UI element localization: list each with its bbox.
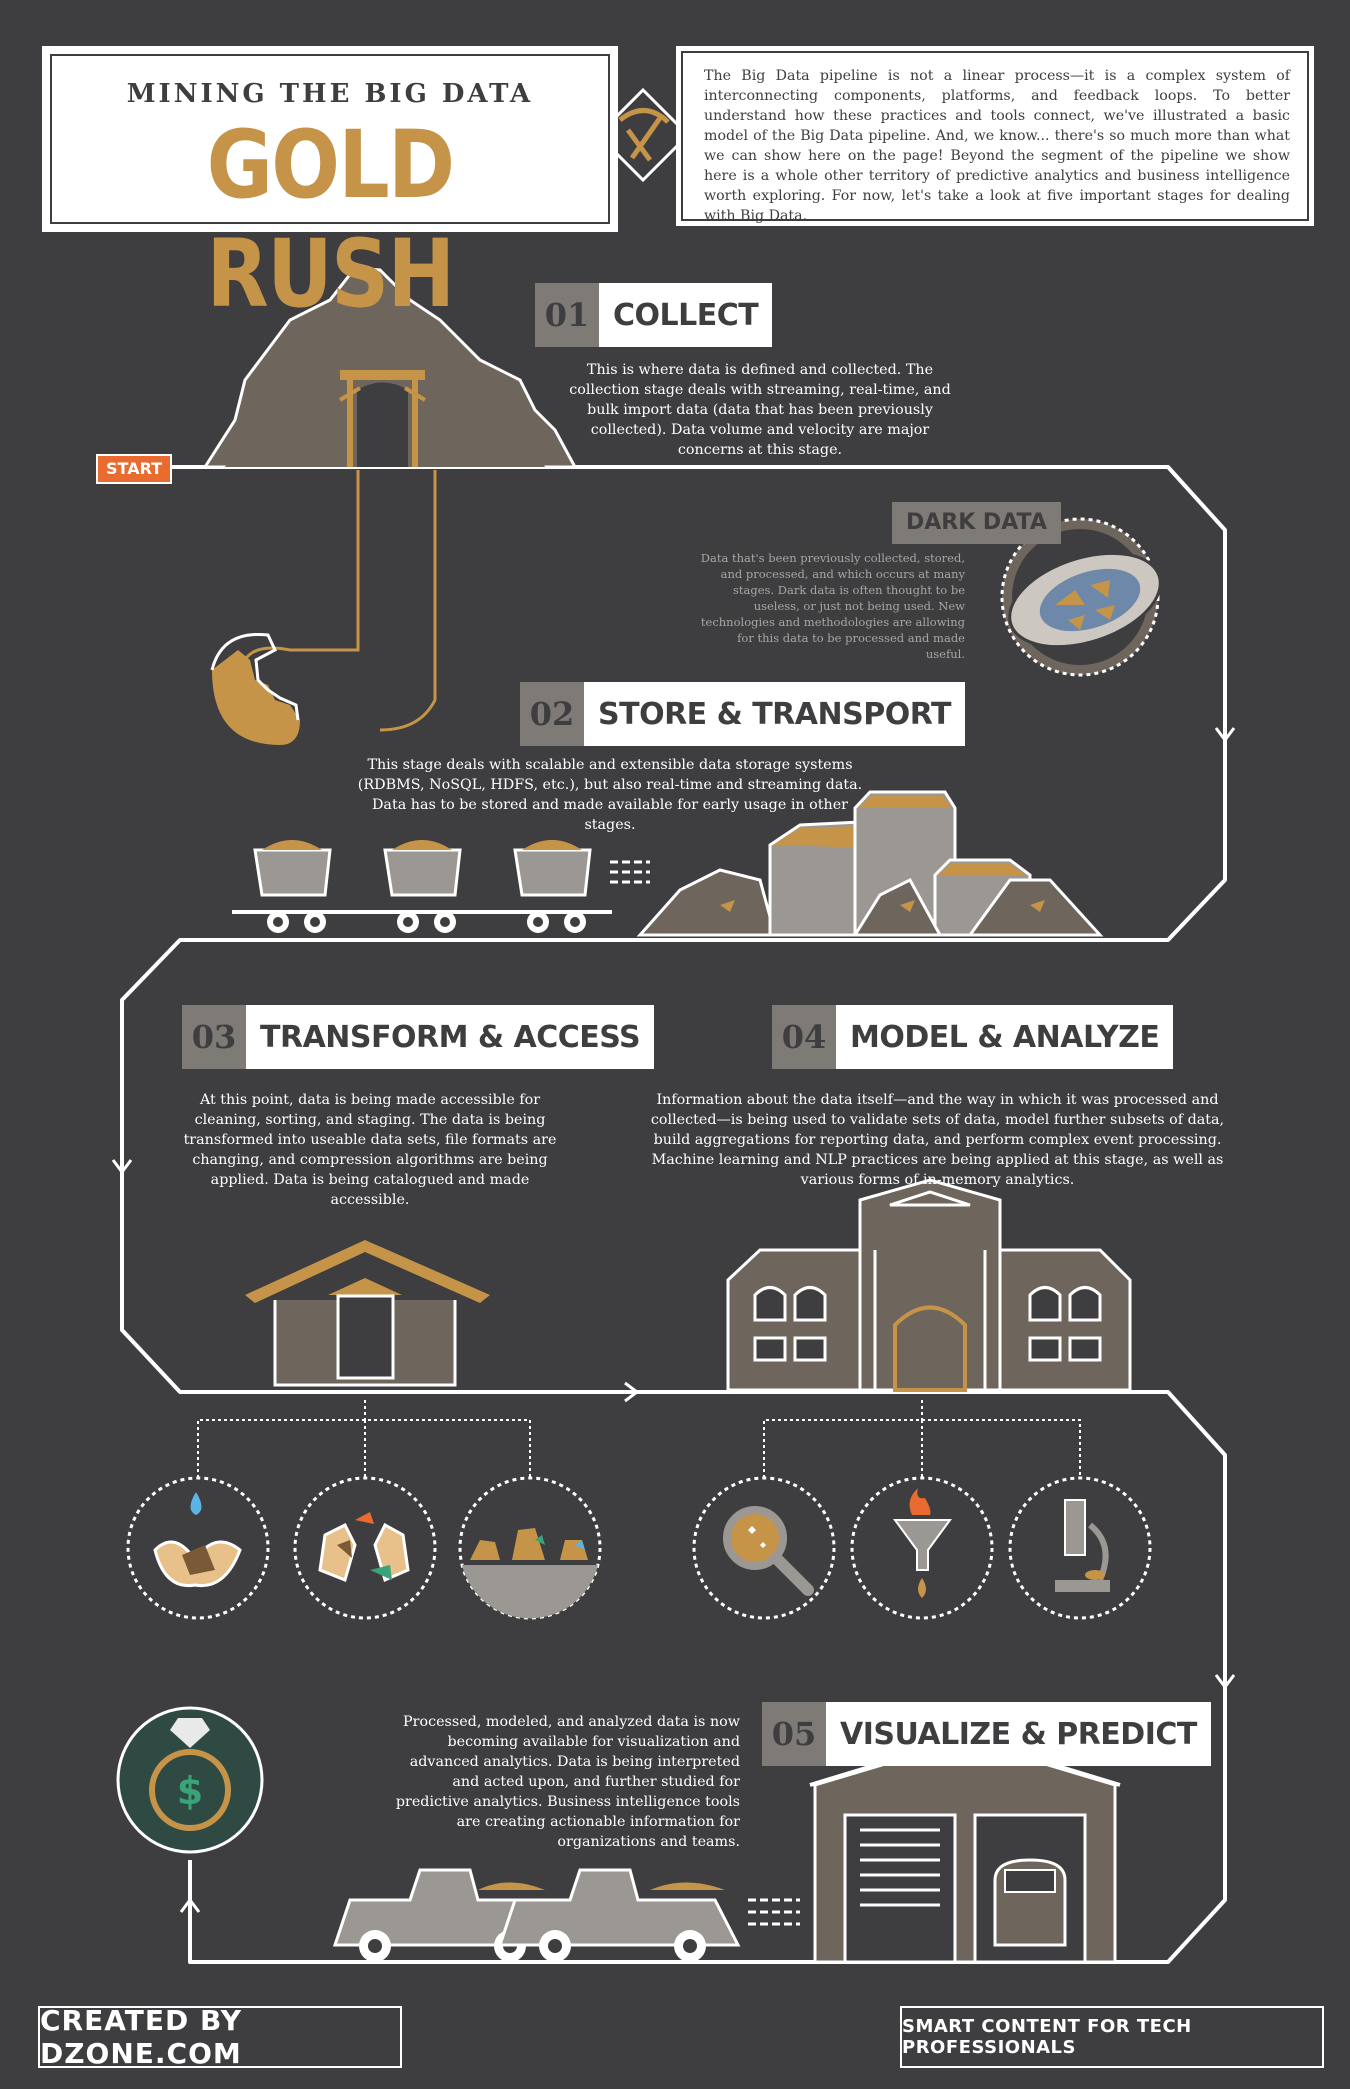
stage-04-description: Information about the data itself—and th…: [650, 1092, 1225, 1188]
stage-01-description: This is where data is defined and collec…: [569, 362, 951, 458]
stage-04-header: 04 MODEL & ANALYZE: [772, 1005, 1174, 1069]
shed-icon: [245, 1240, 490, 1387]
tool-connectors: [197, 1400, 1081, 1490]
stage-number: 02: [520, 682, 584, 746]
pipeline-arrows: [111, 727, 1236, 1913]
stage-number: 05: [762, 1702, 826, 1766]
stage-05-description: Processed, modeled, and analyzed data is…: [395, 1714, 740, 1850]
sorting-hands-icon: [293, 1476, 437, 1620]
bank-building-icon: [726, 1178, 1132, 1392]
gold-ring-icon: $: [116, 1706, 264, 1854]
title-banner: MINING THE BIG DATA GOLD RUSH: [42, 46, 618, 329]
footer-tagline: SMART CONTENT FOR TECH PROFESSIONALS: [900, 2006, 1324, 2068]
magnifier-icon: [692, 1476, 836, 1620]
intro-panel: The Big Data pipeline is not a linear pr…: [676, 46, 1314, 226]
pipeline-path: [120, 465, 1227, 1964]
footer-credit[interactable]: CREATED BY DZONE.COM: [38, 2004, 402, 2070]
svg-text:$: $: [177, 1769, 203, 1813]
start-label: START: [96, 454, 173, 484]
mine-carts-icon: [232, 840, 650, 933]
garage-icon: [809, 1735, 1121, 1964]
trucks-icon: [332, 1868, 800, 1962]
intro-text: The Big Data pipeline is not a linear pr…: [704, 68, 1290, 224]
microscope-icon: [1008, 1476, 1152, 1620]
staging-nuggets-icon: [458, 1476, 602, 1620]
dark-data-description: Data that's been previously collected, s…: [700, 551, 965, 661]
stage-title: MODEL & ANALYZE: [836, 1005, 1174, 1069]
stage-number: 04: [772, 1005, 836, 1069]
mine-mountain-icon: [202, 266, 578, 469]
stage-01-header: 01 COLLECT: [535, 283, 773, 347]
gold-pan-icon: [1000, 517, 1162, 677]
stage-03-description: At this point, data is being made access…: [183, 1092, 557, 1208]
cleaning-hands-icon: [126, 1476, 270, 1620]
storage-piles-icon: [636, 790, 1104, 937]
stage-02-header: 02 STORE & TRANSPORT: [520, 682, 965, 746]
stage-title: COLLECT: [599, 283, 773, 347]
stage-number: 01: [535, 283, 599, 347]
funnel-icon: [850, 1476, 994, 1620]
mine-shaft-icon: [210, 470, 437, 745]
stage-number: 03: [182, 1005, 246, 1069]
stage-title: TRANSFORM & ACCESS: [246, 1005, 655, 1069]
page-subtitle: MINING THE BIG DATA: [126, 79, 534, 109]
stage-05-header: 05 VISUALIZE & PREDICT: [762, 1702, 1211, 1766]
dark-data-label: DARK DATA: [892, 502, 1061, 544]
stage-title: STORE & TRANSPORT: [584, 682, 965, 746]
stage-title: VISUALIZE & PREDICT: [826, 1702, 1211, 1766]
stage-02-description: This stage deals with scalable and exten…: [357, 757, 863, 833]
page-title: GOLD RUSH: [206, 111, 456, 329]
stage-03-header: 03 TRANSFORM & ACCESS: [182, 1005, 655, 1069]
